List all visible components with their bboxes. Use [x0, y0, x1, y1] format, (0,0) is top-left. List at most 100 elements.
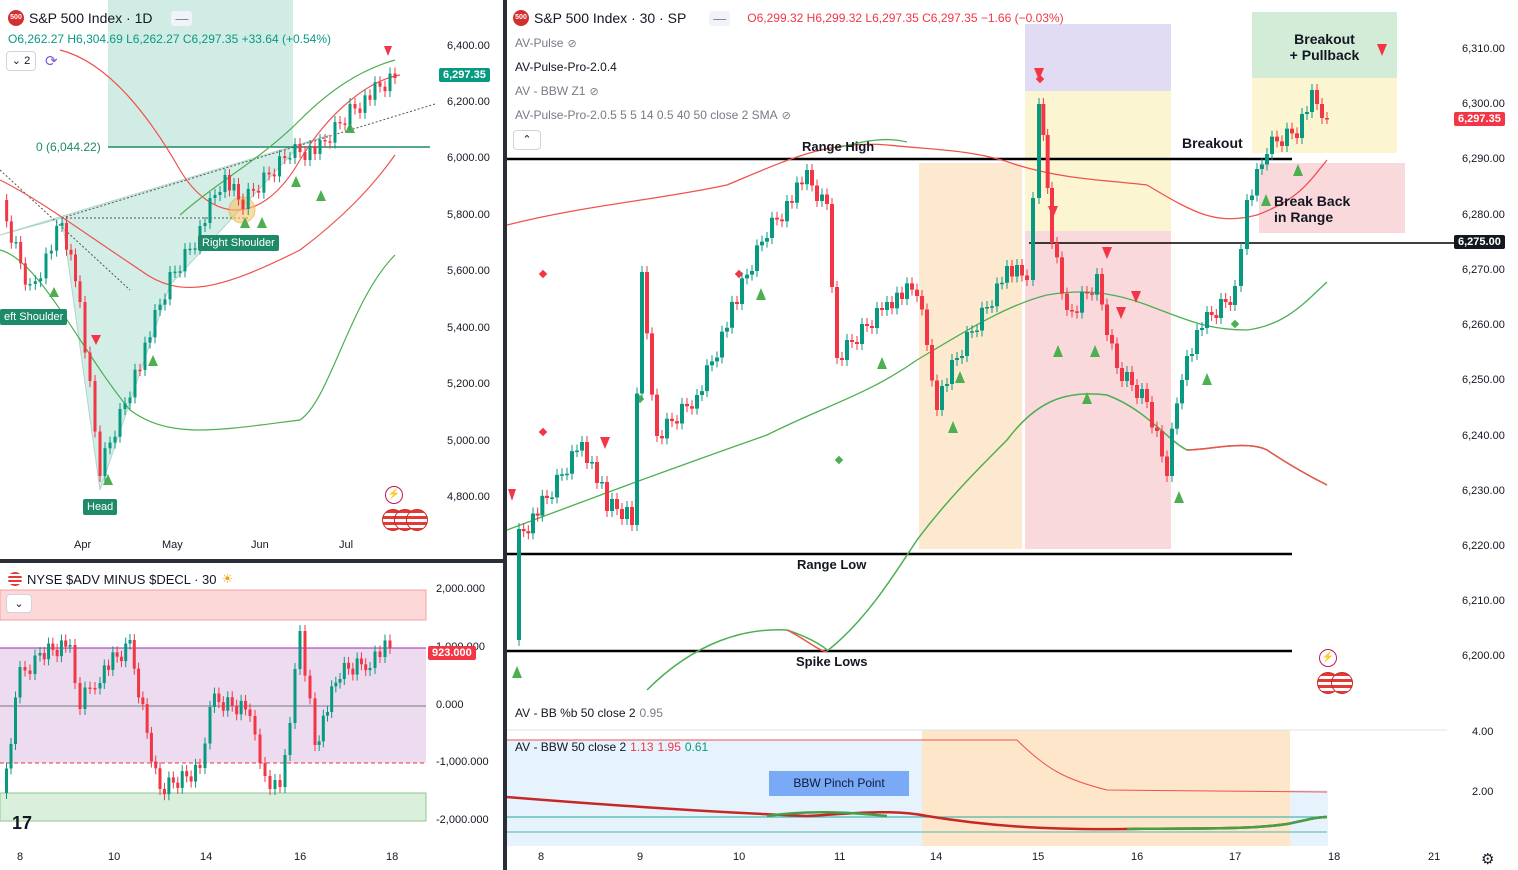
- candle-body: [358, 108, 362, 113]
- lightning-icon[interactable]: ⚡: [385, 486, 403, 504]
- price-tick: 6,240.00: [1462, 430, 1505, 442]
- price-axis[interactable]: 6,400.00 6,200.00 6,000.00 5,800.00 5,60…: [437, 0, 503, 560]
- price-tick: 6,310.00: [1462, 43, 1505, 55]
- candle-body: [1115, 343, 1119, 368]
- candle-body: [185, 771, 189, 777]
- candle-body: [163, 299, 167, 305]
- right-chart-pane[interactable]: 500 S&P 500 Index · 30 · SP — O6,299.32 …: [507, 0, 1518, 870]
- candle-body: [9, 221, 13, 243]
- sub-axis-tick: 4.00: [1472, 726, 1494, 738]
- price-tick: -2,000.000: [436, 814, 489, 826]
- candle-body: [800, 182, 804, 185]
- candle-body: [770, 217, 774, 238]
- candle-body: [272, 174, 276, 177]
- collapse-indicators-button[interactable]: ⌃: [513, 130, 541, 150]
- time-axis[interactable]: 8 9 10 11 14 15 16 17 18 21: [507, 848, 1452, 870]
- candle-body: [755, 245, 759, 271]
- candle-body: [283, 156, 287, 159]
- sub-indicator-bb-pct[interactable]: AV - BB %b 50 close 2 0.95: [515, 706, 663, 720]
- price-axis[interactable]: 2,000.000 1,000.000 0.000 -1,000.000 -2,…: [426, 563, 503, 870]
- candle-body: [263, 763, 267, 776]
- us-flags-icon[interactable]: [1317, 672, 1353, 694]
- indicator-av-pulse-pro-205[interactable]: AV-Pulse-Pro-2.0.5 5 5 14 0.5 40 50 clos…: [515, 108, 791, 122]
- candle-body: [355, 658, 359, 675]
- lightning-icon[interactable]: ⚡: [1319, 649, 1337, 667]
- candle-body: [730, 301, 734, 328]
- candle-body: [69, 249, 73, 255]
- candle-body: [1015, 265, 1019, 277]
- candle-body: [820, 194, 824, 201]
- candle-body: [217, 693, 221, 703]
- left-bottom-chart-pane[interactable]: NYSE $ADV MINUS $DECL · 30 ☀ ⌄ 2,000.000…: [0, 563, 503, 870]
- minimize-icon[interactable]: —: [171, 10, 193, 26]
- ohlc-change: +33.64 (+0.54%): [241, 32, 331, 46]
- candle-body: [1165, 456, 1169, 476]
- candle-body: [575, 450, 579, 453]
- eye-hidden-icon[interactable]: ⊘: [567, 37, 577, 50]
- time-tick: 21: [1428, 851, 1441, 863]
- candle-body: [835, 287, 839, 358]
- collapse-button[interactable]: ⌄: [6, 594, 32, 613]
- us-flags-icon[interactable]: [382, 509, 428, 531]
- left-top-title[interactable]: S&P 500 Index · 1D: [29, 10, 153, 26]
- time-tick: 14: [200, 851, 213, 863]
- candle-body: [73, 645, 77, 683]
- left-top-chart-pane[interactable]: 500 S&P 500 Index · 1D — O6,262.27 H6,30…: [0, 0, 503, 560]
- right-chart-canvas: [507, 12, 1457, 846]
- candle-body: [103, 448, 107, 476]
- candle-body: [960, 356, 964, 358]
- head-label: Head: [83, 499, 118, 515]
- candle-body: [1140, 389, 1144, 398]
- candle-body: [378, 82, 382, 87]
- sub-axis-tick: 2.00: [1472, 786, 1494, 798]
- price-axis[interactable]: 6,310.00 6,300.00 6,290.00 6,280.00 6,27…: [1452, 0, 1518, 845]
- candle-body: [765, 238, 769, 242]
- candle-body: [232, 184, 236, 191]
- candle-body: [610, 499, 614, 511]
- candle-body: [167, 777, 171, 795]
- indicator-av-pulse[interactable]: AV-Pulse ⊘: [515, 36, 577, 50]
- candle-body: [23, 263, 27, 285]
- candle-body: [378, 651, 382, 657]
- candle-body: [940, 386, 944, 410]
- candle-body: [158, 768, 162, 789]
- tradingview-logo[interactable]: 17: [12, 813, 33, 833]
- candle-body: [690, 406, 694, 409]
- candle-body: [680, 403, 684, 424]
- right-candles: [517, 84, 1329, 646]
- left-bottom-title[interactable]: NYSE $ADV MINUS $DECL · 30: [27, 571, 217, 587]
- eye-hidden-icon[interactable]: ⊘: [781, 109, 791, 122]
- candle-body: [1080, 292, 1084, 313]
- candle-body: [111, 652, 115, 670]
- price-tick: 5,400.00: [447, 322, 490, 334]
- vertical-splitter[interactable]: [503, 0, 507, 870]
- candle-body: [1135, 385, 1139, 398]
- minimize-icon[interactable]: —: [709, 10, 731, 26]
- indicator-av-bbw-z1[interactable]: AV - BBW Z1 ⊘: [515, 84, 599, 98]
- sun-icon: ☀: [221, 571, 234, 586]
- price-tick: 6,270.00: [1462, 264, 1505, 276]
- refresh-icon[interactable]: ⟳: [45, 53, 58, 70]
- layers-toggle-button[interactable]: ⌄ 2: [6, 51, 36, 71]
- candle-body: [298, 144, 302, 152]
- settings-gear-icon[interactable]: ⚙: [1481, 851, 1495, 868]
- right-title[interactable]: S&P 500 Index · 30 · SP: [534, 10, 687, 26]
- indicator-av-pulse-pro-204[interactable]: AV-Pulse-Pro-2.0.4: [515, 60, 617, 74]
- candle-body: [945, 384, 949, 386]
- eye-hidden-icon[interactable]: ⊘: [589, 85, 599, 98]
- candle-body: [885, 302, 889, 310]
- time-axis[interactable]: 8 10 14 16 18: [0, 848, 426, 870]
- horizontal-splitter[interactable]: [0, 559, 503, 563]
- candle-body: [1270, 136, 1274, 154]
- price-tick: 6,400.00: [447, 40, 490, 52]
- candle-body: [342, 662, 346, 679]
- sub-indicator-bbw[interactable]: AV - BBW 50 close 2 1.13 1.95 0.61: [515, 740, 708, 754]
- candle-body: [1185, 356, 1189, 380]
- candle-body: [288, 723, 292, 755]
- ohlc-close: C6,297.35: [922, 11, 978, 25]
- candle-body: [55, 649, 59, 657]
- time-axis[interactable]: Apr May Jun Jul: [0, 536, 437, 560]
- price-tick: 5,000.00: [447, 435, 490, 447]
- candle-body: [383, 86, 387, 92]
- price-tick: 6,290.00: [1462, 153, 1505, 165]
